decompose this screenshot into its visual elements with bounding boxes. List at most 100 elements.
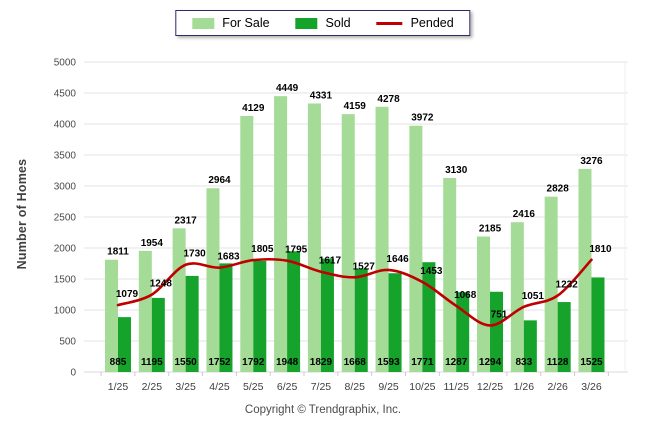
for-sale-value-label: 2828 (547, 184, 570, 195)
sold-value-label: 1752 (208, 357, 231, 368)
pended-value-label: 1795 (285, 245, 308, 256)
bar-for-sale (240, 116, 254, 372)
for-sale-value-label: 2416 (513, 209, 536, 220)
x-tick-label: 11/25 (443, 381, 469, 393)
pended-value-label: 1730 (184, 249, 207, 260)
sold-value-label: 885 (110, 357, 127, 368)
bar-for-sale (341, 114, 355, 372)
bar-for-sale (409, 125, 423, 373)
sold-value-label: 1668 (344, 357, 367, 368)
x-tick-label: 1/25 (108, 381, 129, 393)
x-tick-label: 2/25 (142, 381, 163, 393)
bar-for-sale (578, 168, 592, 372)
pended-value-label: 751 (491, 309, 508, 320)
sold-swatch-icon (295, 17, 318, 29)
sold-value-label: 1948 (276, 357, 299, 368)
legend-item-sold[interactable]: Sold (295, 16, 351, 30)
y-tick-label: 5000 (54, 58, 77, 69)
pended-value-label: 1805 (251, 244, 274, 255)
pended-value-label: 1617 (319, 256, 342, 267)
y-tick-label: 4500 (54, 89, 77, 100)
pended-line (116, 257, 593, 327)
for-sale-value-label: 2964 (208, 175, 231, 186)
bar-for-sale (172, 228, 186, 372)
bar-for-sale (443, 177, 457, 372)
sold-value-label: 1829 (310, 357, 333, 368)
y-tick-label: 4000 (54, 120, 77, 131)
x-tick-label: 9/25 (378, 381, 399, 393)
bar-sold (422, 262, 436, 372)
for-sale-swatch-icon (192, 17, 215, 29)
bar-for-sale (105, 259, 118, 372)
pended-value-label: 1051 (522, 291, 545, 302)
y-tick-label: 2500 (54, 213, 77, 224)
bar-sold (151, 297, 165, 372)
bar-for-sale (138, 250, 152, 372)
copyright-text: Copyright © Trendgraphix, Inc. (244, 404, 402, 416)
legend-label-pended: Pended (410, 16, 454, 30)
sold-value-label: 1294 (479, 357, 502, 368)
sold-value-label: 1287 (445, 357, 468, 368)
bar-for-sale (307, 103, 321, 372)
for-sale-value-label: 4159 (344, 101, 367, 112)
for-sale-value-label: 2317 (175, 215, 198, 226)
x-tick-label: 2/26 (547, 381, 568, 393)
pended-value-label: 1079 (116, 289, 139, 300)
sold-value-label: 833 (515, 357, 532, 368)
x-tick-label: 5/25 (243, 381, 264, 393)
for-sale-value-label: 1954 (141, 238, 164, 249)
sold-value-label: 1195 (141, 357, 163, 368)
pended-value-label: 1068 (454, 290, 477, 301)
x-tick-label: 8/25 (345, 381, 366, 393)
legend-item-pended[interactable]: Pended (376, 16, 454, 30)
for-sale-value-label: 4449 (276, 83, 299, 94)
for-sale-value-label: 1811 (107, 247, 129, 258)
sold-value-label: 1525 (580, 357, 603, 368)
bar-for-sale (274, 96, 288, 373)
bar-sold (388, 273, 402, 372)
for-sale-value-label: 4129 (242, 103, 265, 114)
bar-sold (490, 291, 504, 372)
bar-sold (591, 277, 605, 372)
x-tick-label: 12/25 (477, 381, 503, 393)
x-tick-label: 1/26 (514, 381, 535, 393)
y-tick-label: 3000 (54, 182, 77, 193)
x-tick-label: 6/25 (277, 381, 298, 393)
pended-value-label: 1810 (589, 244, 612, 255)
for-sale-value-label: 2185 (479, 224, 502, 235)
bar-sold (557, 302, 571, 372)
bar-for-sale (477, 236, 491, 372)
x-tick-label: 3/26 (581, 381, 602, 393)
bar-sold (523, 320, 537, 372)
for-sale-value-label: 4278 (377, 94, 400, 105)
sold-value-label: 1771 (411, 357, 434, 368)
for-sale-value-label: 3972 (411, 113, 434, 124)
bar-sold (320, 258, 334, 372)
bar-for-sale (375, 106, 389, 372)
pended-value-label: 1646 (386, 254, 409, 265)
bar-for-sale (544, 196, 558, 372)
bar-for-sale (510, 222, 524, 372)
bar-sold (253, 260, 267, 372)
bar-for-sale (206, 188, 220, 372)
for-sale-value-label: 3276 (580, 156, 603, 167)
sold-value-label: 1550 (175, 357, 198, 368)
pended-value-label: 1453 (420, 266, 443, 277)
pended-swatch-icon (376, 21, 403, 25)
bar-sold (185, 275, 199, 372)
bar-sold (287, 251, 301, 372)
y-tick-label: 0 (70, 368, 76, 379)
x-tick-label: 4/25 (209, 381, 230, 393)
sold-value-label: 1593 (377, 357, 400, 368)
legend-label-sold: Sold (325, 16, 351, 30)
bar-sold (118, 317, 131, 372)
legend-item-for-sale[interactable]: For Sale (192, 16, 270, 30)
sold-value-label: 1128 (547, 357, 569, 368)
bar-sold (219, 263, 233, 372)
y-tick-label: 3500 (54, 151, 77, 162)
pended-value-label: 1248 (150, 279, 173, 290)
y-tick-label: 2000 (54, 244, 77, 255)
legend: For Sale Sold Pended (175, 10, 471, 36)
